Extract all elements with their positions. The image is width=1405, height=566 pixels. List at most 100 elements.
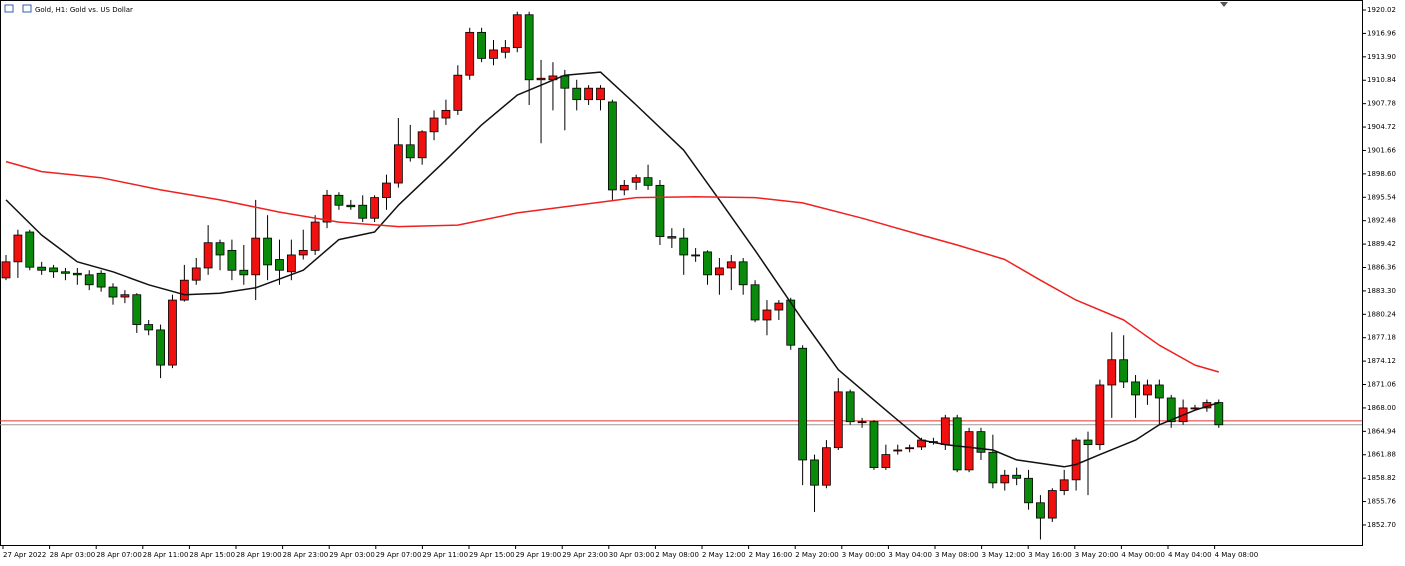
x-tick-label: 30 Apr 03:00 [609, 551, 655, 559]
candle-body [1024, 477, 1033, 504]
candle-body [572, 87, 582, 101]
y-tick-label: 1913.90 [1367, 53, 1396, 61]
candle-body [215, 242, 225, 256]
candle-body [72, 272, 82, 276]
x-tick-label: 28 Apr 11:00 [143, 551, 189, 559]
candle-body [822, 447, 831, 486]
candle-body [227, 249, 237, 271]
candle-body [1059, 479, 1069, 491]
candle-body [762, 309, 772, 321]
candle-body [275, 259, 284, 271]
x-tick-label: 2 May 12:00 [702, 551, 746, 559]
y-tick-label: 1864.94 [1367, 427, 1396, 435]
candle-body [1154, 384, 1164, 399]
candle-body [405, 144, 415, 159]
candle-body [512, 14, 522, 49]
candle-body [1107, 359, 1117, 386]
candle-body [536, 77, 546, 81]
candle-body [263, 237, 272, 266]
candle-body [322, 194, 332, 223]
candle-body [1166, 397, 1176, 423]
candle-body [393, 144, 403, 184]
candle-body [489, 49, 498, 59]
x-tick-label: 28 Apr 07:00 [96, 551, 142, 559]
candle-body [1119, 359, 1129, 383]
candle-body [631, 177, 641, 183]
candle-body [881, 454, 891, 468]
candle-body [61, 271, 70, 274]
x-tick-label: 29 Apr 07:00 [376, 551, 422, 559]
candle-body [893, 449, 903, 452]
candle-body [239, 269, 249, 276]
y-tick-label: 1877.18 [1367, 334, 1396, 342]
candle-body [810, 459, 819, 486]
ma-line [5, 160, 1220, 373]
candle-body [13, 234, 23, 263]
candle-body [465, 31, 475, 76]
candle-body [524, 14, 534, 81]
candle-body [1036, 502, 1045, 519]
candle-body [964, 431, 974, 471]
candle-body [144, 324, 154, 331]
x-tick-label: 29 Apr 23:00 [562, 551, 608, 559]
y-tick-label: 1892.48 [1367, 217, 1396, 225]
x-tick-label: 4 May 08:00 [1215, 551, 1259, 559]
candle-body [49, 267, 58, 273]
candle-body [203, 242, 213, 269]
y-tick-label: 1874.12 [1367, 357, 1396, 365]
ma-line [5, 71, 1220, 468]
x-tick-label: 27 Apr 2022 [3, 551, 46, 559]
candle-body [1131, 381, 1140, 396]
x-tick-label: 29 Apr 11:00 [422, 551, 468, 559]
y-tick-label: 1901.66 [1367, 146, 1396, 154]
candle-body [560, 75, 570, 89]
candle-body [869, 421, 879, 468]
candle-body [370, 197, 379, 219]
x-tick-label: 2 May 20:00 [795, 551, 839, 559]
plot-frame [0, 0, 1363, 546]
candle-body [1012, 474, 1022, 479]
candle-body [940, 417, 950, 446]
symbol-icon [4, 4, 14, 13]
candle-body [37, 266, 47, 271]
candle-body [655, 184, 665, 237]
x-tick-label: 3 May 00:00 [842, 551, 886, 559]
x-tick-label: 3 May 16:00 [1028, 551, 1072, 559]
y-tick-label: 1898.60 [1367, 170, 1396, 178]
candle-body [358, 204, 368, 219]
scroll-marker [1220, 2, 1228, 7]
candle-body [1, 261, 11, 279]
candle-body [952, 417, 962, 471]
x-tick-label: 2 May 08:00 [655, 551, 699, 559]
y-tick-label: 1886.36 [1367, 263, 1396, 271]
y-tick-label: 1920.02 [1367, 6, 1396, 14]
candle-body [1214, 402, 1224, 426]
candle-body [691, 254, 701, 257]
y-tick-label: 1868.00 [1367, 404, 1396, 412]
candle-body [988, 451, 998, 484]
candle-body [132, 294, 142, 325]
x-tick-label: 3 May 12:00 [982, 551, 1026, 559]
candle-body [84, 274, 94, 286]
x-tick-label: 29 Apr 03:00 [329, 551, 375, 559]
candle-body [703, 251, 712, 276]
candle-body [667, 236, 677, 239]
candle-body [857, 421, 867, 424]
candle-body [798, 347, 808, 461]
candle-body [1071, 439, 1081, 481]
x-tick-label: 29 Apr 15:00 [469, 551, 515, 559]
y-tick-label: 1907.78 [1367, 100, 1396, 108]
candle-body [156, 329, 165, 366]
y-tick-label: 1855.76 [1367, 498, 1396, 506]
chart-title: Gold, H1: Gold vs. US Dollar [35, 6, 133, 14]
y-tick-label: 1916.96 [1367, 29, 1396, 37]
candle-body [584, 87, 594, 101]
candle-body [619, 184, 629, 191]
candle-body [738, 261, 748, 286]
candle-body [382, 182, 391, 198]
candle-body [1143, 384, 1152, 396]
candle-body [298, 249, 308, 256]
candle-body [1095, 384, 1105, 446]
